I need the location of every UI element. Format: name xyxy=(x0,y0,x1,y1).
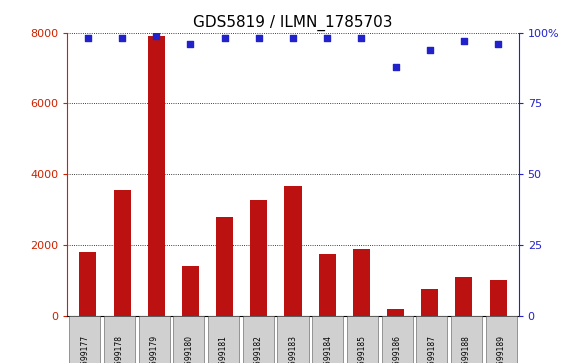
Bar xyxy=(182,266,199,316)
Bar xyxy=(284,185,302,316)
Point xyxy=(186,41,195,47)
Point xyxy=(459,38,469,44)
Bar xyxy=(421,289,438,316)
Bar xyxy=(79,252,97,316)
Text: GSM1599180: GSM1599180 xyxy=(185,335,193,363)
Point xyxy=(493,41,503,47)
Text: GSM1599188: GSM1599188 xyxy=(462,335,471,363)
Bar xyxy=(489,280,507,316)
Bar xyxy=(114,190,131,316)
Text: GSM1599183: GSM1599183 xyxy=(288,335,298,363)
Bar xyxy=(148,36,165,316)
Text: GSM1599184: GSM1599184 xyxy=(323,335,332,363)
Point xyxy=(220,36,229,41)
Text: GSM1599185: GSM1599185 xyxy=(358,335,367,363)
Text: GSM1599189: GSM1599189 xyxy=(497,335,506,363)
Text: GSM1599187: GSM1599187 xyxy=(427,335,437,363)
Point xyxy=(117,36,127,41)
Text: GSM1599181: GSM1599181 xyxy=(219,335,228,363)
Bar xyxy=(387,309,404,316)
Bar xyxy=(353,249,370,316)
Point xyxy=(322,36,332,41)
Text: GSM1599186: GSM1599186 xyxy=(393,335,401,363)
Text: GSM1599182: GSM1599182 xyxy=(254,335,263,363)
Title: GDS5819 / ILMN_1785703: GDS5819 / ILMN_1785703 xyxy=(193,15,393,31)
Point xyxy=(391,64,400,70)
Text: GSM1599178: GSM1599178 xyxy=(115,335,124,363)
Point xyxy=(83,36,93,41)
Text: GSM1599179: GSM1599179 xyxy=(149,335,159,363)
Bar xyxy=(250,200,267,316)
Point xyxy=(152,33,161,38)
Point xyxy=(288,36,298,41)
Point xyxy=(425,47,434,53)
Point xyxy=(254,36,264,41)
Bar xyxy=(216,217,233,316)
Text: GSM1599177: GSM1599177 xyxy=(80,335,89,363)
Bar xyxy=(455,277,472,316)
Bar xyxy=(319,254,336,316)
Point xyxy=(357,36,366,41)
